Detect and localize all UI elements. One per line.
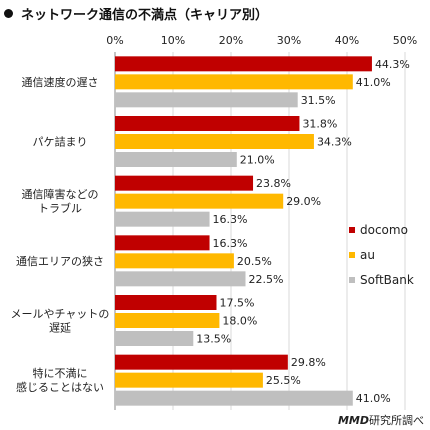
chart-title: ネットワーク通信の不満点（キャリア別） [4,4,268,23]
data-label: 20.5% [237,255,272,268]
legend-swatch [349,226,355,233]
category-label: トラブル [38,201,82,215]
x-tick-label: 0% [106,34,123,47]
chart-title-text: ネットワーク通信の不満点（キャリア別） [21,8,269,23]
data-label: 41.0% [356,76,391,89]
bar [115,116,300,131]
category-label: 通信障害などの [22,187,99,201]
category-label: 通信速度の遅さ [22,75,99,89]
x-tick-label: 40% [335,34,359,47]
data-label: 44.3% [375,58,410,71]
bar [115,211,210,227]
bar [115,271,246,287]
category-label: 特に不満に [33,366,88,380]
data-label: 16.3% [213,237,248,250]
data-label: 25.5% [266,374,301,387]
source-brand: MMD [337,414,369,427]
legend-swatch [349,251,355,258]
x-tick-label: 20% [219,34,243,47]
x-tick-label: 30% [277,34,301,47]
bar [115,372,263,388]
data-label: 29.0% [286,195,321,208]
data-label: 17.5% [220,297,255,310]
category-label: 遅延 [49,322,71,335]
data-label: 41.0% [356,392,391,405]
data-label: 34.3% [317,136,352,149]
bar [115,313,220,328]
category-label: メールやチャットの [11,308,110,321]
bar [115,56,372,72]
legend-item: au [349,242,414,267]
bar [115,390,353,406]
category-label: パケ詰まり [33,135,88,149]
bar [115,92,298,108]
data-label: 22.5% [249,273,284,286]
legend-swatch [349,276,355,283]
legend-item: SoftBank [349,267,414,292]
legend-label: au [360,247,375,262]
data-label: 16.3% [213,213,248,226]
category-label: 感じることはない [16,381,104,394]
data-label: 23.8% [256,177,291,190]
bar [115,354,288,370]
data-label: 13.5% [196,333,231,346]
title-bullet-icon [4,9,13,18]
bar [115,253,234,269]
data-label: 31.5% [301,94,336,107]
x-tick-label: 50% [393,34,417,47]
source-text: 研究所調べ [369,414,424,427]
bar [115,175,254,191]
data-label: 31.8% [302,118,337,131]
source-note: MMD研究所調べ [338,412,424,428]
bar [115,331,194,346]
bar [115,152,237,167]
bar [115,134,314,149]
bar [115,74,353,90]
bar [115,193,284,209]
data-label: 18.0% [222,315,257,328]
bar [115,295,217,310]
x-tick-label: 10% [161,34,185,47]
legend-item: docomo [349,217,414,242]
category-label: 通信エリアの狭さ [16,255,104,268]
bar [115,235,210,251]
legend-label: docomo [360,222,408,237]
legend: docomo au SoftBank [349,217,414,292]
legend-label: SoftBank [360,272,414,287]
data-label: 29.8% [291,356,326,369]
data-label: 21.0% [240,154,275,167]
